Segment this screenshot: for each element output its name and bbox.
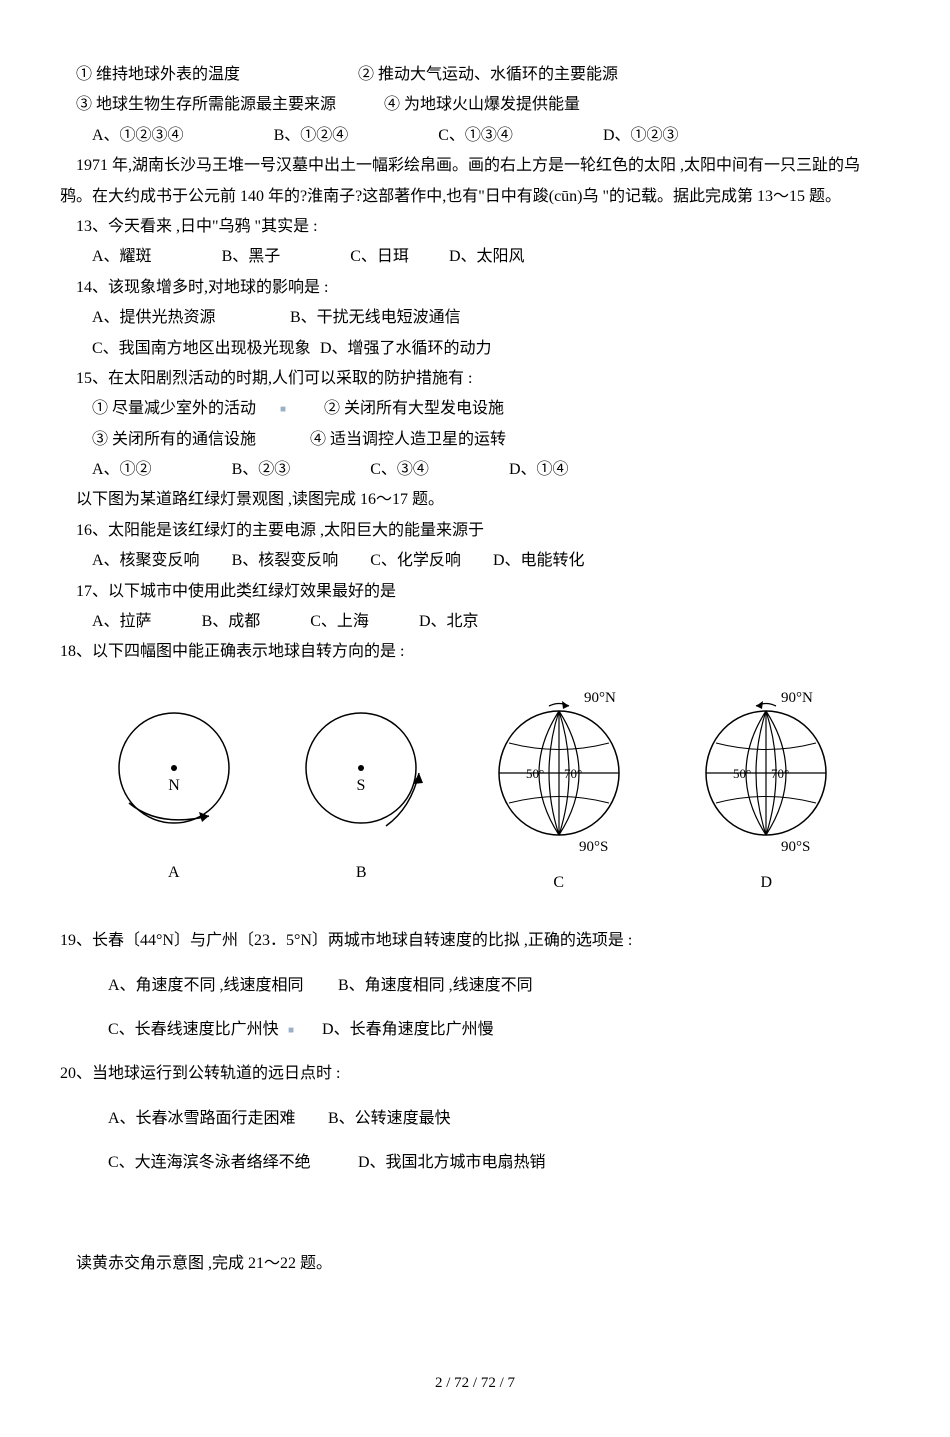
- q15-opt-b: B、②③: [216, 455, 291, 485]
- globe-c-icon: 90°N 50° 70° 90°S: [474, 688, 644, 858]
- q19-opt-b: B、角速度相同 ,线速度不同: [338, 977, 533, 994]
- figure-a: N A: [99, 698, 249, 888]
- q20-stem: 20、当地球运行到公转轨道的远日点时 :: [60, 1059, 890, 1089]
- q12-opt-d: D、①②③: [587, 121, 679, 151]
- q12-opt-c: C、①③④: [422, 121, 513, 151]
- page-footer: 2 / 72 / 72 / 7: [60, 1369, 890, 1398]
- q20-row2: C、大连海滨冬泳者络绎不绝 D、我国北方城市电扇热销: [60, 1148, 890, 1178]
- q16-options: A、核聚变反响 B、核裂变反响 C、化学反响 D、电能转化: [60, 546, 890, 576]
- q15-stmt-1: ① 尽量减少室外的活动: [76, 394, 276, 424]
- figure-c: 90°N 50° 70° 90°S C: [474, 688, 644, 898]
- label-70: 70°: [564, 766, 582, 781]
- label-n: N: [168, 777, 180, 794]
- q16-stem: 16、太阳能是该红绿灯的主要电源 ,太阳巨大的能量来源于: [60, 516, 890, 546]
- stmt-3: ③ 地球生物生存所需能源最主要来源: [76, 96, 336, 113]
- q20-opt-a: A、长春冰雪路面行走困难: [84, 1104, 324, 1134]
- q13-stem: 13、今天看来 ,日中"乌鸦 "其实是 :: [60, 212, 890, 242]
- q17-opt-a: A、拉萨: [76, 607, 152, 637]
- q14-opt-d: D、增强了水循环的动力: [320, 340, 492, 357]
- stmt-line: ① 维持地球外表的温度 ② 推动大气运动、水循环的主要能源: [60, 60, 890, 90]
- q15-opt-c: C、③④: [354, 455, 429, 485]
- q19-opt-c: C、长春线速度比广州快: [84, 1015, 284, 1045]
- stmt-1: ① 维持地球外表的温度: [76, 66, 240, 83]
- figure-row: N A S B 90°N 50° 70°: [60, 688, 890, 898]
- q12-opt-a: A、①②③④: [76, 121, 184, 151]
- q16-opt-d: D、电能转化: [477, 546, 585, 576]
- q12-options: A、①②③④ B、①②④ C、①③④ D、①②③: [60, 121, 890, 151]
- q19-opt-a: A、角速度不同 ,线速度相同: [84, 971, 334, 1001]
- figure-b: S B: [286, 698, 436, 888]
- q17-stem: 17、以下城市中使用此类红绿灯效果最好的是: [60, 577, 890, 607]
- q17-opt-d: D、北京: [403, 607, 479, 637]
- q13-opt-d: D、太阳风: [433, 242, 525, 272]
- q13-opt-b: B、黑子: [206, 242, 281, 272]
- q19-row1: A、角速度不同 ,线速度相同 B、角速度相同 ,线速度不同: [60, 971, 890, 1001]
- stmt-line: ③ 地球生物生存所需能源最主要来源 ④ 为地球火山爆发提供能量: [60, 90, 890, 120]
- q15-opt-d: D、①④: [493, 455, 569, 485]
- q15-stem: 15、在太阳剧烈活动的时期,人们可以采取的防护措施有 :: [60, 364, 890, 394]
- q15-row2: ③ 关闭所有的通信设施 ④ 适当调控人造卫星的运转: [60, 425, 890, 455]
- label-90n: 90°N: [584, 690, 616, 706]
- q15-stmt-2: ② 关闭所有大型发电设施: [324, 400, 504, 417]
- q14-row2: C、我国南方地区出现极光现象 D、增强了水循环的动力: [60, 334, 890, 364]
- fig-label-a: A: [168, 858, 180, 888]
- q16-opt-b: B、核裂变反响: [216, 546, 339, 576]
- dot-icon: ■: [280, 404, 286, 415]
- label-90s: 90°S: [579, 839, 608, 855]
- fig-label-b: B: [356, 858, 367, 888]
- q14-opt-b: B、干扰无线电短波通信: [290, 309, 461, 326]
- label-70: 70°: [771, 766, 789, 781]
- passage-2: 以下图为某道路红绿灯景观图 ,读图完成 16～17 题。: [60, 485, 890, 515]
- q20-opt-d: D、我国北方城市电扇热销: [358, 1154, 546, 1171]
- passage-1: 1971 年,湖南长沙马王堆一号汉墓中出土一幅彩绘帛画。画的右上方是一轮红色的太…: [60, 151, 890, 212]
- label-90s: 90°S: [781, 839, 810, 855]
- q17-opt-c: C、上海: [294, 607, 369, 637]
- q14-stem: 14、该现象增多时,对地球的影响是 :: [60, 273, 890, 303]
- q16-opt-a: A、核聚变反响: [76, 546, 200, 576]
- q20-opt-c: C、大连海滨冬泳者络绎不绝: [84, 1148, 354, 1178]
- fig-label-d: D: [760, 868, 772, 898]
- label-90n: 90°N: [781, 690, 813, 706]
- q20-opt-b: B、公转速度最快: [328, 1110, 451, 1127]
- stmt-2: ② 推动大气运动、水循环的主要能源: [358, 66, 618, 83]
- q13-opt-c: C、日珥: [334, 242, 409, 272]
- globe-a-icon: N: [99, 698, 249, 848]
- figure-d: 90°N 50° 70° 90°S D: [681, 688, 851, 898]
- q20-row1: A、长春冰雪路面行走困难 B、公转速度最快: [60, 1104, 890, 1134]
- q15-stmt-4: ④ 适当调控人造卫星的运转: [310, 431, 506, 448]
- q17-opt-b: B、成都: [186, 607, 261, 637]
- q16-opt-c: C、化学反响: [354, 546, 461, 576]
- fig-label-c: C: [553, 868, 564, 898]
- q18-stem: 18、以下四幅图中能正确表示地球自转方向的是 :: [60, 637, 890, 667]
- q15-opt-a: A、①②: [76, 455, 152, 485]
- q19-row2: C、长春线速度比广州快 ■ D、长春角速度比广州慢: [60, 1015, 890, 1045]
- q14-opt-a: A、提供光热资源: [76, 303, 286, 333]
- q15-stmt-3: ③ 关闭所有的通信设施: [76, 425, 306, 455]
- q19-opt-d: D、长春角速度比广州慢: [322, 1021, 494, 1038]
- q14-opt-c: C、我国南方地区出现极光现象: [76, 334, 316, 364]
- label-s: S: [357, 777, 366, 794]
- q19-stem: 19、长春〔44°N〕与广州〔23．5°N〕两城市地球自转速度的比拟 ,正确的选…: [60, 926, 890, 956]
- globe-d-icon: 90°N 50° 70° 90°S: [681, 688, 851, 858]
- q15-row1: ① 尽量减少室外的活动 ■ ② 关闭所有大型发电设施: [60, 394, 890, 424]
- q14-row1: A、提供光热资源 B、干扰无线电短波通信: [60, 303, 890, 333]
- q13-options: A、耀斑 B、黑子 C、日珥 D、太阳风: [60, 242, 890, 272]
- label-50: 50°: [526, 766, 544, 781]
- stmt-4: ④ 为地球火山爆发提供能量: [384, 96, 580, 113]
- q12-opt-b: B、①②④: [258, 121, 349, 151]
- dot-icon: ■: [288, 1025, 294, 1036]
- q13-opt-a: A、耀斑: [76, 242, 152, 272]
- globe-b-icon: S: [286, 698, 436, 848]
- q15-options: A、①② B、②③ C、③④ D、①④: [60, 455, 890, 485]
- passage-3: 读黄赤交角示意图 ,完成 21～22 题。: [60, 1249, 890, 1279]
- label-50: 50°: [733, 766, 751, 781]
- q17-options: A、拉萨 B、成都 C、上海 D、北京: [60, 607, 890, 637]
